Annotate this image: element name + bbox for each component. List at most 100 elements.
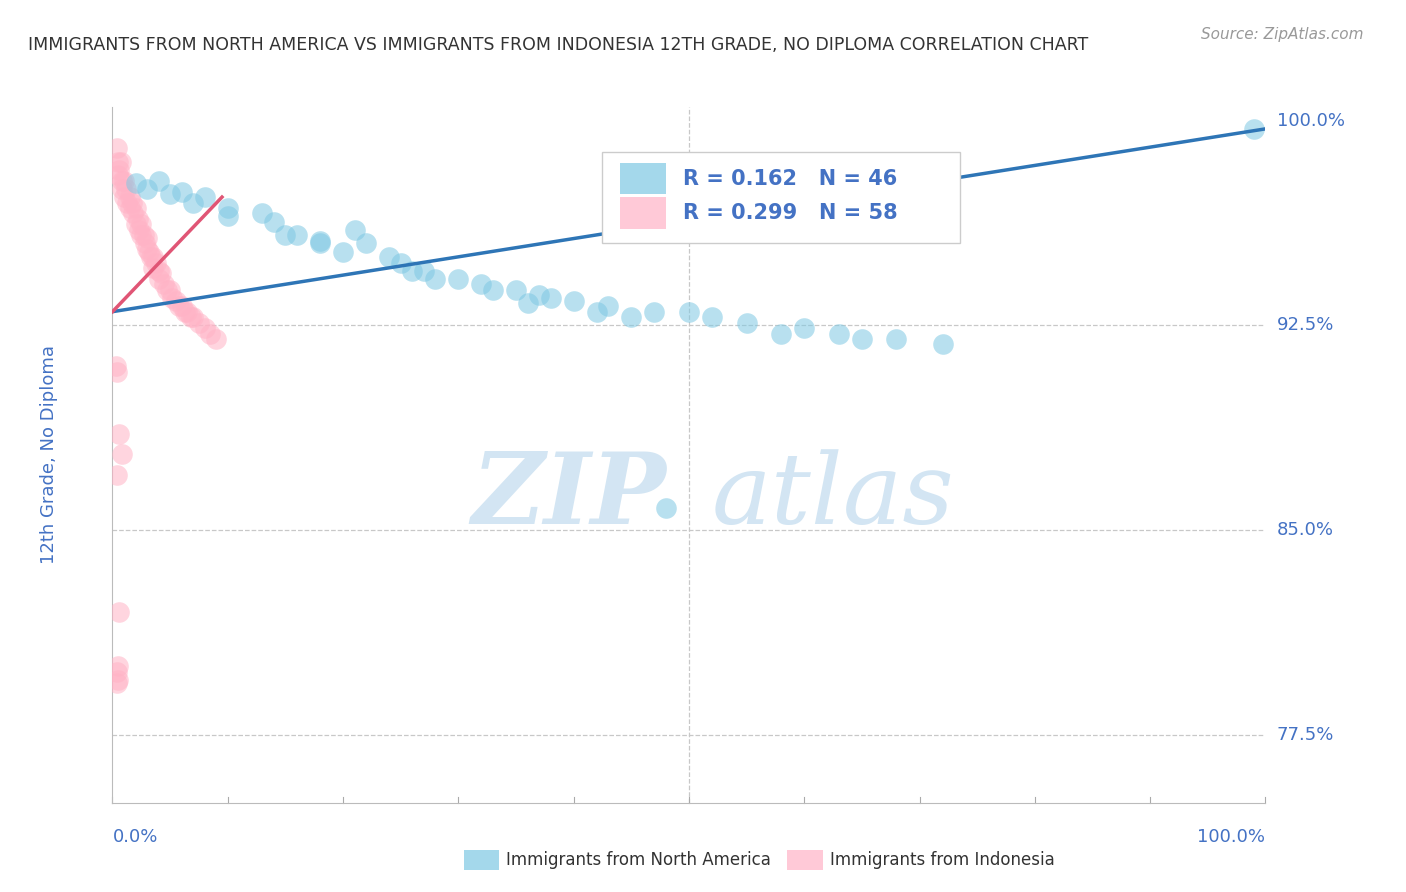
Point: [142, 260, 165, 275]
Point: [425, 272, 447, 286]
Point: [118, 190, 141, 204]
Point: [134, 236, 156, 251]
FancyBboxPatch shape: [602, 153, 960, 243]
Point: [107, 659, 129, 673]
Point: [562, 293, 585, 308]
Point: [931, 337, 953, 351]
Point: [389, 255, 412, 269]
Point: [148, 264, 170, 278]
Point: [678, 304, 700, 318]
Text: Immigrants from North America: Immigrants from North America: [506, 851, 770, 869]
Text: 100.0%: 100.0%: [1198, 828, 1265, 846]
Point: [194, 190, 217, 204]
Point: [655, 501, 678, 516]
Point: [124, 218, 146, 232]
FancyBboxPatch shape: [620, 162, 666, 194]
Text: 12th Grade, No Diploma: 12th Grade, No Diploma: [39, 345, 58, 565]
Point: [285, 228, 308, 243]
Point: [252, 206, 274, 220]
Point: [470, 277, 492, 292]
Point: [139, 250, 162, 264]
Point: [162, 291, 184, 305]
Point: [153, 277, 176, 292]
Point: [585, 304, 607, 318]
Text: R = 0.162   N = 46: R = 0.162 N = 46: [683, 169, 897, 189]
Text: 92.5%: 92.5%: [1277, 317, 1334, 334]
Point: [159, 187, 181, 202]
Point: [148, 174, 170, 188]
Text: 85.0%: 85.0%: [1277, 521, 1333, 539]
Point: [793, 321, 815, 335]
Text: 0.0%: 0.0%: [112, 828, 157, 846]
Point: [156, 283, 179, 297]
Point: [108, 605, 131, 619]
Point: [110, 154, 132, 169]
Point: [118, 201, 141, 215]
Point: [117, 195, 139, 210]
Text: Source: ZipAtlas.com: Source: ZipAtlas.com: [1201, 27, 1364, 42]
Point: [165, 293, 187, 308]
Point: [527, 288, 550, 302]
Point: [105, 141, 128, 155]
Point: [108, 427, 131, 442]
Point: [129, 218, 153, 232]
Point: [138, 244, 160, 259]
Point: [145, 255, 167, 269]
Point: [104, 359, 127, 374]
Point: [200, 326, 222, 341]
FancyBboxPatch shape: [620, 197, 666, 228]
Point: [124, 177, 146, 191]
Point: [127, 211, 149, 226]
Point: [205, 332, 228, 346]
Text: atlas: atlas: [711, 449, 955, 544]
Point: [1243, 121, 1265, 136]
Point: [217, 201, 239, 215]
Point: [886, 332, 908, 346]
Point: [274, 228, 297, 243]
Point: [343, 223, 366, 237]
Point: [107, 168, 129, 182]
Point: [540, 291, 562, 305]
Point: [309, 236, 332, 251]
Point: [700, 310, 723, 325]
Point: [115, 182, 138, 196]
Point: [180, 310, 202, 325]
Point: [598, 299, 620, 313]
Point: [136, 231, 159, 245]
Point: [176, 304, 198, 318]
Point: [378, 250, 401, 264]
Point: [136, 242, 159, 256]
Point: [129, 228, 153, 243]
Point: [169, 299, 191, 313]
Point: [107, 154, 129, 169]
Point: [170, 185, 193, 199]
Point: [170, 299, 193, 313]
Point: [159, 283, 181, 297]
Point: [124, 201, 146, 215]
Point: [309, 234, 332, 248]
Text: Immigrants from Indonesia: Immigrants from Indonesia: [830, 851, 1054, 869]
Point: [107, 673, 129, 687]
Point: [851, 332, 873, 346]
Point: [412, 264, 434, 278]
Point: [401, 264, 423, 278]
Point: [181, 310, 204, 325]
Point: [105, 365, 128, 379]
Point: [112, 190, 135, 204]
Point: [263, 214, 285, 228]
Point: [148, 272, 170, 286]
Point: [122, 206, 145, 220]
Point: [174, 304, 197, 318]
Point: [482, 283, 505, 297]
Point: [128, 223, 150, 237]
Point: [194, 321, 217, 335]
Point: [136, 182, 159, 196]
Point: [620, 310, 643, 325]
Point: [181, 195, 204, 210]
Point: [111, 446, 134, 460]
Point: [643, 304, 665, 318]
Point: [142, 250, 165, 264]
Point: [516, 296, 538, 310]
Point: [354, 236, 377, 251]
Point: [735, 316, 758, 330]
